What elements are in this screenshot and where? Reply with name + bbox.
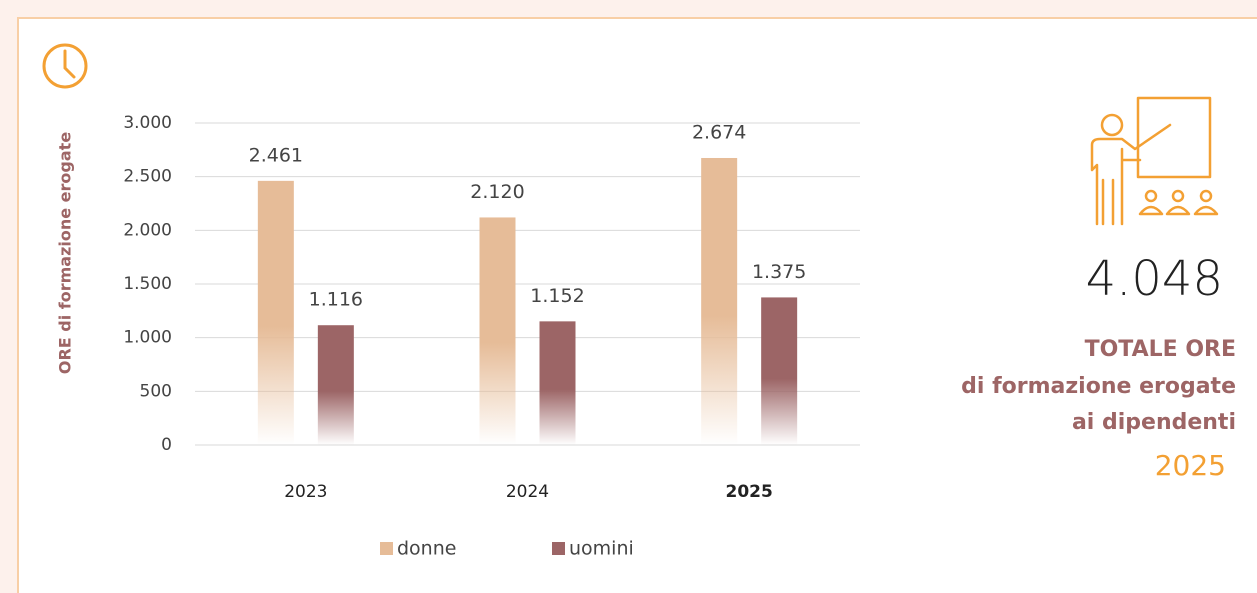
value-label: 1.375: [752, 261, 806, 283]
x-tick-label: 2023: [284, 482, 327, 502]
side-line: TOTALE ORE: [1085, 337, 1236, 362]
y-tick-label: 3.000: [123, 113, 172, 133]
card: [17, 17, 1257, 593]
bar: [317, 325, 354, 445]
side-line: di formazione erogate: [961, 374, 1236, 399]
y-axis-label: ORE di formazione erogate: [56, 132, 75, 374]
legend-label: uomini: [569, 538, 634, 560]
value-label: 2.674: [692, 121, 746, 143]
clock-icon: [42, 43, 88, 89]
side-year: 2025: [1155, 449, 1226, 482]
y-tick-label: 0: [161, 435, 172, 455]
bar: [479, 217, 516, 445]
y-tick-label: 1.500: [123, 274, 172, 294]
value-label: 1.152: [530, 285, 584, 307]
y-tick-label: 1.000: [123, 328, 172, 348]
bar: [257, 180, 294, 445]
bar: [761, 297, 798, 445]
bar: [539, 321, 576, 445]
legend-swatch: [552, 542, 565, 555]
value-label: 1.116: [309, 289, 363, 311]
value-label: 2.461: [249, 144, 303, 166]
legend-label: donne: [397, 538, 456, 560]
y-tick-label: 2.500: [123, 167, 172, 187]
total-value: 4.048: [1086, 251, 1223, 307]
teacher-icon: [1090, 96, 1219, 226]
bar: [701, 157, 738, 445]
x-tick-label: 2025: [726, 482, 773, 502]
y-tick-label: 500: [140, 381, 172, 401]
value-label: 2.120: [470, 181, 524, 203]
side-line: ai dipendenti: [1072, 410, 1236, 435]
y-tick-label: 2.000: [123, 220, 172, 240]
x-tick-label: 2024: [506, 482, 549, 502]
legend-swatch: [380, 542, 393, 555]
